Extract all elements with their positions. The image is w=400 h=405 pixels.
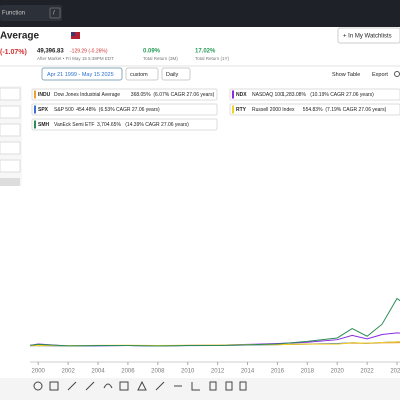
export[interactable]: Export [372, 72, 388, 78]
x-tick-label: 2000 [32, 369, 46, 375]
draw-icons [33, 380, 247, 391]
row [0, 178, 20, 186]
row[interactable] [0, 159, 21, 173]
legend-cagr: (10.19% CAGR 27.06 years) [310, 92, 374, 98]
x-tick-label: 2004 [91, 369, 105, 375]
after-change: -129.29 (-0.26%) [70, 48, 108, 54]
ret-1y: 17.02% [195, 49, 216, 55]
x-tick-label: 2008 [151, 369, 165, 375]
row[interactable] [0, 123, 21, 137]
series-line [30, 341, 400, 347]
legend-ticker: RTY [236, 107, 247, 113]
legend-ticker: NDX [236, 92, 247, 98]
legend-box[interactable] [31, 88, 218, 101]
title: Average [0, 31, 40, 42]
interval-box[interactable] [161, 67, 191, 81]
search-box[interactable] [0, 5, 62, 21]
legend-name: VanEck Semi ETF [54, 122, 94, 128]
x-tick-label: 2020 [331, 369, 345, 375]
legend-box[interactable] [31, 103, 218, 116]
legend-total: 454.48% [76, 107, 96, 113]
ret-1y-label: Total Return (1Y) [195, 56, 230, 61]
legend-total: 3,704.65% [97, 122, 121, 128]
after-market: After Market • Fri May 15 5:38PM EDT [37, 56, 114, 61]
icon[interactable] [119, 381, 129, 391]
lines [30, 297, 400, 347]
legend-swatch [232, 105, 234, 114]
change-pct: (-1.07%) [0, 49, 27, 56]
legend-cagr: (7.19% CAGR 27.06 years) [325, 107, 386, 113]
top-bar [0, 0, 400, 27]
flag [71, 32, 80, 39]
legend-swatch [34, 105, 36, 114]
legend-cagr: (6.53% CAGR 27.06 years) [99, 107, 160, 113]
legend-swatch [232, 90, 234, 99]
icon[interactable] [137, 380, 147, 391]
watchlist-button[interactable] [337, 27, 400, 44]
row[interactable] [0, 105, 21, 119]
x-tick-label: 2022 [360, 369, 374, 375]
legend-total: 554.83% [303, 107, 323, 113]
legend-box[interactable] [229, 88, 400, 101]
legend-total: 368.05% [131, 92, 151, 98]
flag-canton [71, 32, 75, 36]
period-box[interactable] [125, 67, 159, 81]
legend-ticker: SPX [38, 107, 49, 113]
legend-ticker: SMH [38, 122, 50, 128]
legend-box[interactable] [31, 118, 218, 131]
row[interactable] [0, 141, 21, 155]
icon[interactable] [155, 381, 165, 391]
series-line [30, 297, 400, 347]
x-tick-label: 2006 [121, 369, 135, 375]
icon[interactable] [225, 381, 233, 391]
shortcut: / [53, 11, 55, 17]
sidebar-rows [0, 87, 21, 186]
watchlist-label: + In My Watchlists [343, 34, 392, 40]
row[interactable] [0, 87, 21, 101]
icon[interactable] [103, 383, 113, 389]
x-tick-label: 2016 [271, 369, 285, 375]
x-tick-label: 2024 [390, 369, 400, 375]
period: custom [130, 72, 148, 78]
legend-box[interactable] [229, 103, 400, 116]
legend-name: NASDAQ 100 [252, 92, 283, 98]
legend-name: S&P 500 [54, 107, 74, 113]
icon[interactable] [209, 381, 217, 391]
series-line [30, 332, 400, 347]
icon[interactable] [67, 381, 77, 391]
icon[interactable] [49, 381, 59, 391]
legend-total: 1,283.08% [282, 92, 306, 98]
legend-swatch [34, 90, 36, 99]
x-tick-label: 2018 [301, 369, 315, 375]
search-text: Function [2, 11, 25, 17]
shortcut-box [49, 7, 61, 19]
x-tick-label: 2002 [61, 369, 75, 375]
legend-cagr: (14.39% CAGR 27.06 years) [125, 122, 189, 128]
settings-icon[interactable] [394, 71, 400, 77]
range-box[interactable] [41, 67, 123, 81]
price: 49,396.83 [37, 49, 64, 55]
ret-3m-label: Total Return (3M) [143, 56, 178, 61]
interval: Daily [166, 72, 178, 78]
x-tick-label: 2014 [241, 369, 255, 375]
legend-name: Dow Jones Industrial Average [54, 92, 120, 98]
legend-cagr: (6.07% CAGR 27.06 years) [153, 92, 214, 98]
icon[interactable] [33, 381, 43, 391]
legend-name: Russell 2000 Index [252, 107, 295, 113]
legend-ticker: INDU [38, 92, 51, 98]
x-tick-label: 2012 [211, 369, 225, 375]
icon[interactable] [85, 381, 95, 391]
icon[interactable] [191, 382, 200, 391]
x-tick-label: 2010 [181, 369, 195, 375]
ret-3m: 0.09% [143, 49, 161, 55]
draw-toolbar [0, 378, 400, 400]
range: Apr 21 1999 - May 15 2025 [47, 72, 114, 78]
show-table[interactable]: Show Table [332, 72, 360, 78]
icon[interactable] [239, 381, 247, 391]
legend-swatch [34, 120, 36, 129]
